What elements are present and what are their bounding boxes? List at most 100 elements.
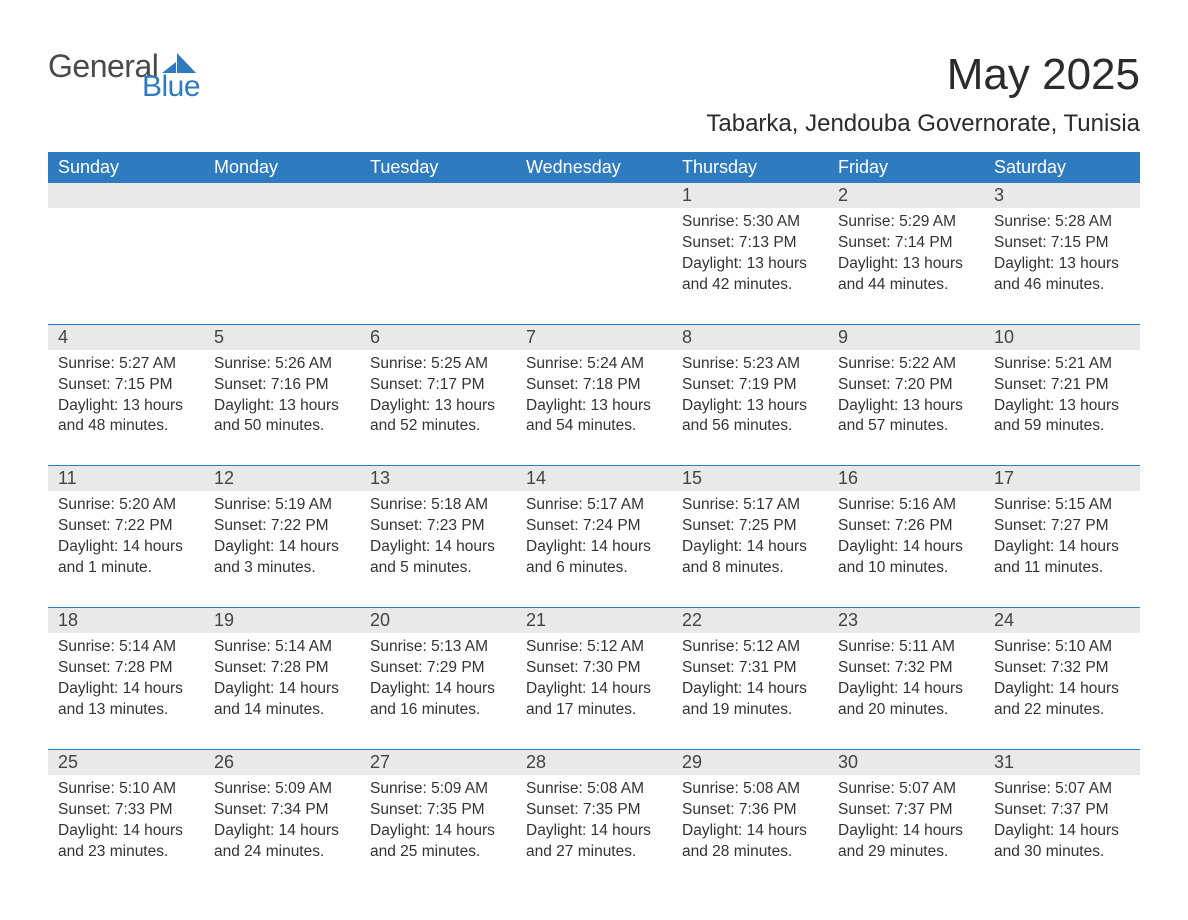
day-number: 10: [984, 325, 1140, 350]
sunrise-line: Sunrise: 5:11 AM: [838, 637, 974, 658]
daylight-line: Daylight: 14 hours and 27 minutes.: [526, 821, 662, 863]
day-number: 28: [516, 750, 672, 775]
calendar-day-cell: [516, 183, 672, 324]
calendar-day-cell: [48, 183, 204, 324]
day-details: Sunrise: 5:21 AMSunset: 7:21 PMDaylight:…: [984, 350, 1140, 466]
daylight-line: Daylight: 14 hours and 22 minutes.: [994, 679, 1130, 721]
sunrise-line: Sunrise: 5:10 AM: [994, 637, 1130, 658]
sunrise-line: Sunrise: 5:21 AM: [994, 354, 1130, 375]
sunrise-line: Sunrise: 5:19 AM: [214, 495, 350, 516]
calendar-day-cell: 30Sunrise: 5:07 AMSunset: 7:37 PMDayligh…: [828, 749, 984, 890]
day-details-empty: [360, 208, 516, 314]
sunrise-line: Sunrise: 5:09 AM: [370, 779, 506, 800]
daylight-line: Daylight: 14 hours and 25 minutes.: [370, 821, 506, 863]
sunrise-line: Sunrise: 5:15 AM: [994, 495, 1130, 516]
calendar-week-row: 4Sunrise: 5:27 AMSunset: 7:15 PMDaylight…: [48, 324, 1140, 466]
calendar-day-cell: 31Sunrise: 5:07 AMSunset: 7:37 PMDayligh…: [984, 749, 1140, 890]
calendar-day-cell: 15Sunrise: 5:17 AMSunset: 7:25 PMDayligh…: [672, 466, 828, 608]
sunrise-line: Sunrise: 5:30 AM: [682, 212, 818, 233]
daylight-line: Daylight: 13 hours and 56 minutes.: [682, 396, 818, 438]
day-details: Sunrise: 5:16 AMSunset: 7:26 PMDaylight:…: [828, 491, 984, 607]
brand-word-2: Blue: [142, 72, 200, 102]
day-number: 7: [516, 325, 672, 350]
sunset-line: Sunset: 7:22 PM: [58, 516, 194, 537]
daylight-line: Daylight: 14 hours and 8 minutes.: [682, 537, 818, 579]
day-number: 8: [672, 325, 828, 350]
daylight-line: Daylight: 14 hours and 30 minutes.: [994, 821, 1130, 863]
calendar-day-cell: 24Sunrise: 5:10 AMSunset: 7:32 PMDayligh…: [984, 608, 1140, 750]
day-details: Sunrise: 5:10 AMSunset: 7:32 PMDaylight:…: [984, 633, 1140, 749]
calendar-day-cell: 21Sunrise: 5:12 AMSunset: 7:30 PMDayligh…: [516, 608, 672, 750]
day-number-empty: [204, 183, 360, 208]
brand-logo: General Blue: [48, 50, 200, 102]
sunrise-line: Sunrise: 5:17 AM: [682, 495, 818, 516]
day-number: 31: [984, 750, 1140, 775]
sunset-line: Sunset: 7:24 PM: [526, 516, 662, 537]
day-number: 16: [828, 466, 984, 491]
calendar-week-row: 18Sunrise: 5:14 AMSunset: 7:28 PMDayligh…: [48, 608, 1140, 750]
day-details: Sunrise: 5:20 AMSunset: 7:22 PMDaylight:…: [48, 491, 204, 607]
sunrise-line: Sunrise: 5:08 AM: [682, 779, 818, 800]
calendar-page: General Blue May 2025 Tabarka, Jendouba …: [0, 0, 1188, 920]
day-details: Sunrise: 5:11 AMSunset: 7:32 PMDaylight:…: [828, 633, 984, 749]
day-number: 1: [672, 183, 828, 208]
daylight-line: Daylight: 14 hours and 20 minutes.: [838, 679, 974, 721]
sunset-line: Sunset: 7:15 PM: [994, 233, 1130, 254]
sunset-line: Sunset: 7:34 PM: [214, 800, 350, 821]
calendar-day-cell: [360, 183, 516, 324]
day-number: 9: [828, 325, 984, 350]
sunset-line: Sunset: 7:15 PM: [58, 375, 194, 396]
day-number: 13: [360, 466, 516, 491]
day-number: 20: [360, 608, 516, 633]
day-header: Saturday: [984, 152, 1140, 183]
calendar-week-row: 11Sunrise: 5:20 AMSunset: 7:22 PMDayligh…: [48, 466, 1140, 608]
day-header: Wednesday: [516, 152, 672, 183]
day-details: Sunrise: 5:17 AMSunset: 7:25 PMDaylight:…: [672, 491, 828, 607]
calendar-day-cell: 29Sunrise: 5:08 AMSunset: 7:36 PMDayligh…: [672, 749, 828, 890]
day-details: Sunrise: 5:12 AMSunset: 7:31 PMDaylight:…: [672, 633, 828, 749]
day-details-empty: [204, 208, 360, 314]
daylight-line: Daylight: 13 hours and 57 minutes.: [838, 396, 974, 438]
day-header: Monday: [204, 152, 360, 183]
daylight-line: Daylight: 14 hours and 14 minutes.: [214, 679, 350, 721]
day-details: Sunrise: 5:28 AMSunset: 7:15 PMDaylight:…: [984, 208, 1140, 324]
daylight-line: Daylight: 13 hours and 52 minutes.: [370, 396, 506, 438]
sunrise-line: Sunrise: 5:16 AM: [838, 495, 974, 516]
calendar-day-cell: 10Sunrise: 5:21 AMSunset: 7:21 PMDayligh…: [984, 324, 1140, 466]
day-details: Sunrise: 5:26 AMSunset: 7:16 PMDaylight:…: [204, 350, 360, 466]
daylight-line: Daylight: 13 hours and 48 minutes.: [58, 396, 194, 438]
sunset-line: Sunset: 7:14 PM: [838, 233, 974, 254]
sunrise-line: Sunrise: 5:24 AM: [526, 354, 662, 375]
calendar-day-cell: 9Sunrise: 5:22 AMSunset: 7:20 PMDaylight…: [828, 324, 984, 466]
calendar-day-cell: 18Sunrise: 5:14 AMSunset: 7:28 PMDayligh…: [48, 608, 204, 750]
sunset-line: Sunset: 7:32 PM: [994, 658, 1130, 679]
page-header: General Blue May 2025: [48, 50, 1140, 102]
sunset-line: Sunset: 7:37 PM: [994, 800, 1130, 821]
day-number: 21: [516, 608, 672, 633]
calendar-day-cell: 14Sunrise: 5:17 AMSunset: 7:24 PMDayligh…: [516, 466, 672, 608]
day-details: Sunrise: 5:14 AMSunset: 7:28 PMDaylight:…: [204, 633, 360, 749]
day-details: Sunrise: 5:29 AMSunset: 7:14 PMDaylight:…: [828, 208, 984, 324]
day-details: Sunrise: 5:12 AMSunset: 7:30 PMDaylight:…: [516, 633, 672, 749]
day-number: 15: [672, 466, 828, 491]
sunrise-line: Sunrise: 5:27 AM: [58, 354, 194, 375]
calendar-day-cell: 22Sunrise: 5:12 AMSunset: 7:31 PMDayligh…: [672, 608, 828, 750]
daylight-line: Daylight: 13 hours and 42 minutes.: [682, 254, 818, 296]
daylight-line: Daylight: 14 hours and 3 minutes.: [214, 537, 350, 579]
day-number-empty: [360, 183, 516, 208]
sunrise-line: Sunrise: 5:08 AM: [526, 779, 662, 800]
day-details-empty: [516, 208, 672, 314]
sunset-line: Sunset: 7:28 PM: [58, 658, 194, 679]
calendar-day-cell: 5Sunrise: 5:26 AMSunset: 7:16 PMDaylight…: [204, 324, 360, 466]
calendar-day-cell: 6Sunrise: 5:25 AMSunset: 7:17 PMDaylight…: [360, 324, 516, 466]
day-details: Sunrise: 5:10 AMSunset: 7:33 PMDaylight:…: [48, 775, 204, 891]
sunset-line: Sunset: 7:25 PM: [682, 516, 818, 537]
sunrise-line: Sunrise: 5:18 AM: [370, 495, 506, 516]
sunset-line: Sunset: 7:36 PM: [682, 800, 818, 821]
calendar-week-row: 1Sunrise: 5:30 AMSunset: 7:13 PMDaylight…: [48, 183, 1140, 324]
sunset-line: Sunset: 7:28 PM: [214, 658, 350, 679]
calendar-day-cell: 23Sunrise: 5:11 AMSunset: 7:32 PMDayligh…: [828, 608, 984, 750]
day-details-empty: [48, 208, 204, 314]
sunrise-line: Sunrise: 5:29 AM: [838, 212, 974, 233]
day-details: Sunrise: 5:17 AMSunset: 7:24 PMDaylight:…: [516, 491, 672, 607]
